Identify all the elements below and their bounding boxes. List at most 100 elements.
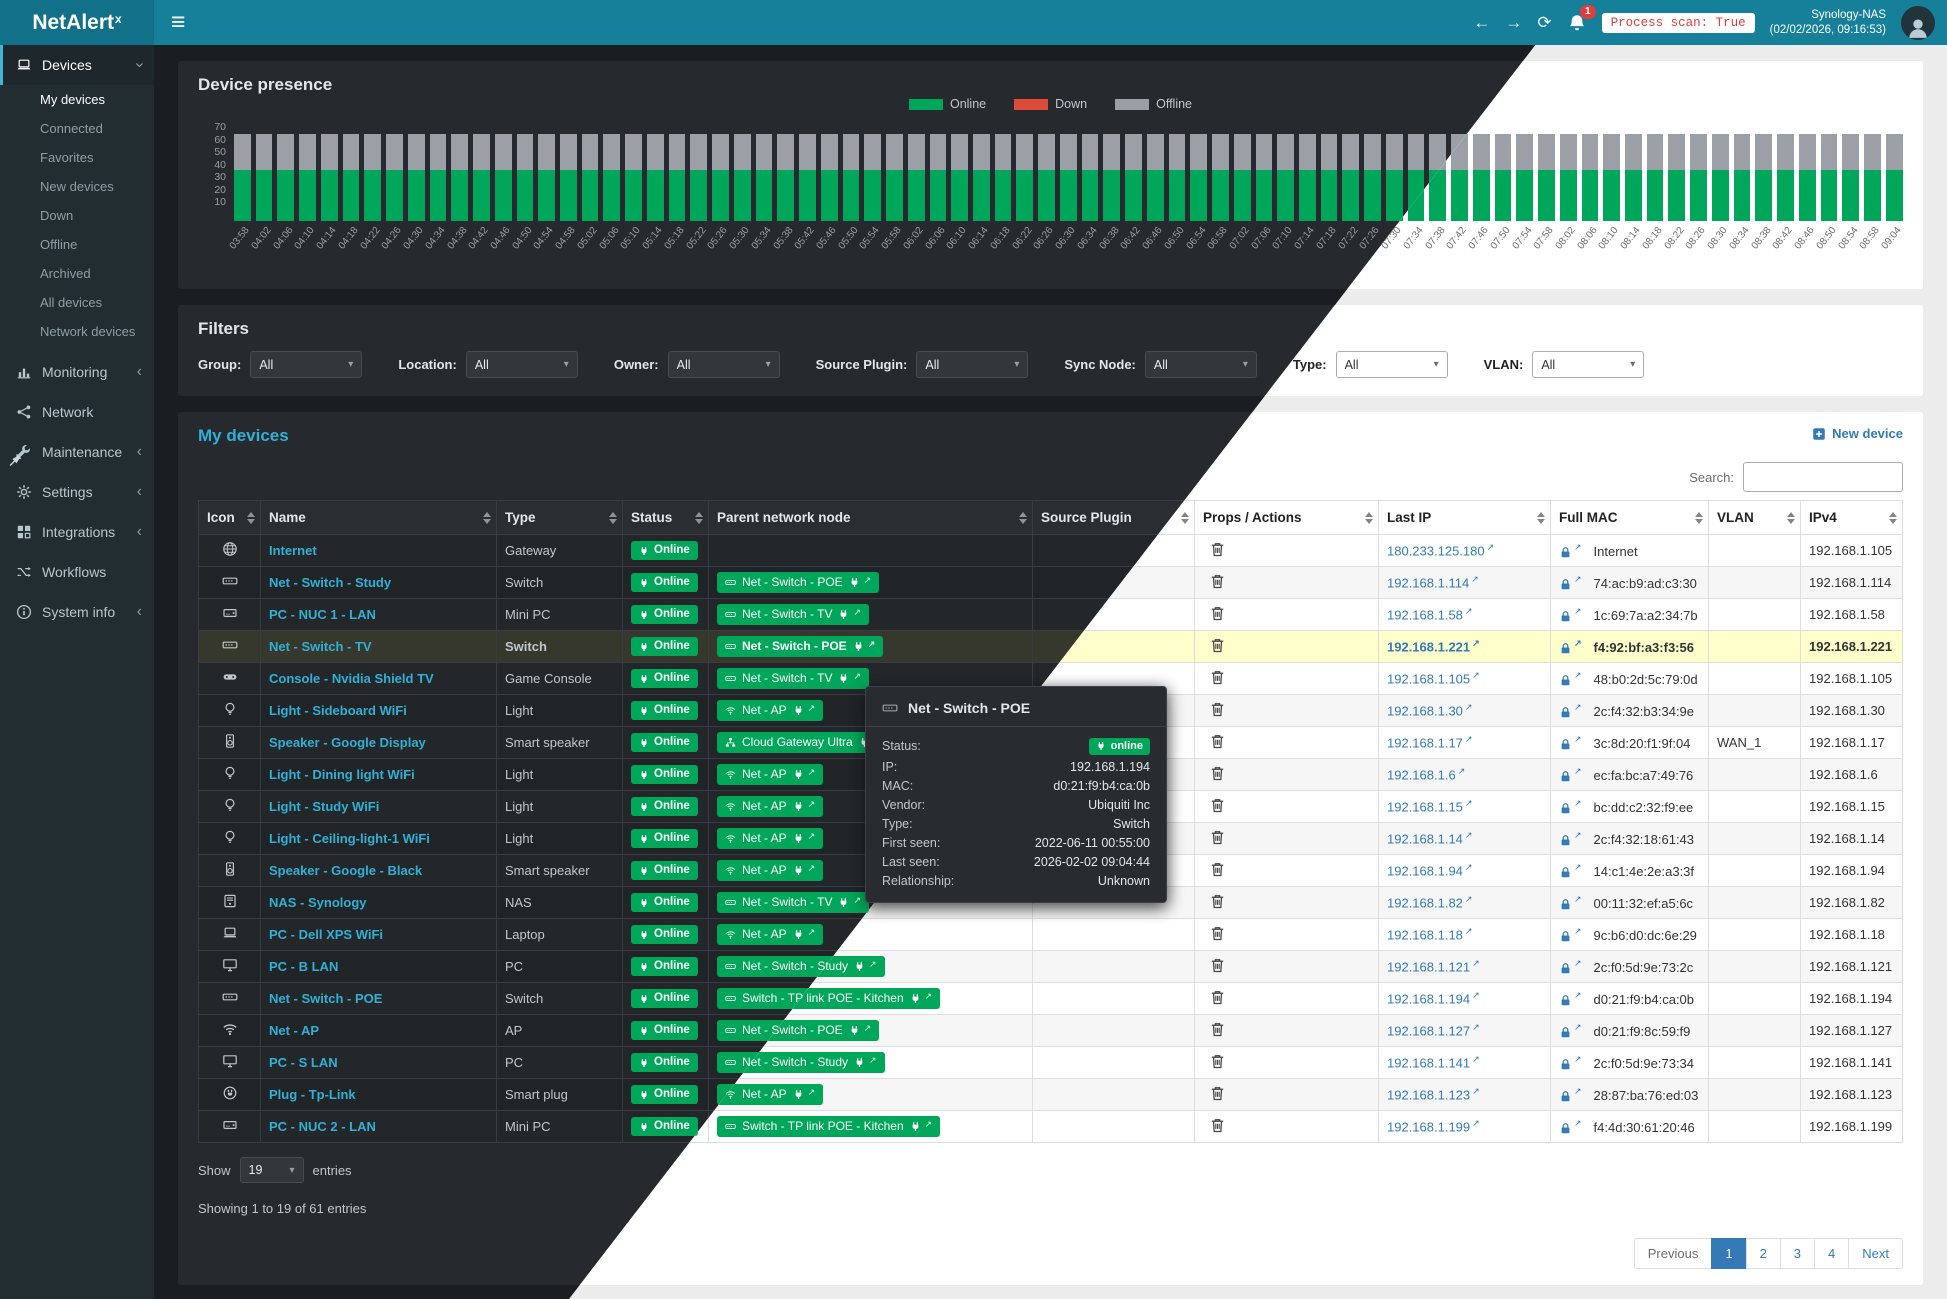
device-name-link[interactable]: PC - Dell XPS WiFi [269,927,384,942]
lock-icon[interactable] [1559,546,1572,559]
lock-icon[interactable] [1559,994,1572,1007]
parent-node-chip[interactable]: Net - Switch - POE ↗ [717,571,880,594]
parent-node-chip[interactable]: Switch - TP link POE - Kitchen ↗ [717,987,941,1010]
parent-node-chip[interactable]: Net - Switch - TV ↗ [717,667,870,690]
entries-per-page-select[interactable]: 19 ▾ [239,1157,304,1183]
column-header-vlan[interactable]: VLAN [1708,500,1801,535]
device-name-link[interactable]: Plug - Tp-Link [269,1087,356,1102]
column-header-type[interactable]: Type [496,500,623,535]
status-badge[interactable]: Online [631,1084,698,1105]
filter-location-select[interactable]: All ▾ [465,351,578,378]
table-row[interactable]: Net - Switch - POE Switch Online Switch - T… [198,982,1903,1015]
delete-device-button[interactable] [1209,1021,1226,1038]
sidebar-item-workflows[interactable]: Workflows [0,552,154,592]
notifications-button[interactable]: 1 [1567,4,1596,33]
table-row[interactable]: Net - Switch - TV Switch Online Net - Switc… [198,630,1903,663]
delete-device-button[interactable] [1209,573,1226,590]
device-name-link[interactable]: Light - Study WiFi [269,799,380,814]
sidebar-item-down[interactable]: Down [40,208,74,223]
device-name-link[interactable]: Console - Nvidia Shield TV [269,671,434,686]
delete-device-button[interactable] [1209,957,1226,974]
status-badge[interactable]: Online [631,956,698,977]
status-badge[interactable]: Online [631,924,698,945]
status-badge[interactable]: Online [631,764,698,785]
lock-icon[interactable] [1559,674,1572,687]
parent-node-chip[interactable]: Net - Switch - TV ↗ [717,603,870,626]
column-header-props-actions[interactable]: Props / Actions [1194,500,1379,535]
status-badge[interactable]: Online [631,796,698,817]
last-ip-link[interactable]: 180.233.125.180 [1387,543,1485,559]
delete-device-button[interactable] [1209,893,1226,910]
search-input[interactable] [1743,462,1903,492]
lock-icon[interactable] [1559,802,1572,815]
column-header-icon[interactable]: Icon [198,500,261,535]
status-badge[interactable]: Online [631,604,698,625]
status-badge[interactable]: Online [631,732,698,753]
device-name-link[interactable]: Net - AP [269,1023,320,1038]
last-ip-link[interactable]: 192.168.1.15 [1387,799,1463,815]
lock-icon[interactable] [1559,1058,1572,1071]
sidebar-item-system-info[interactable]: System info ‹ [0,592,154,632]
sidebar-item-new-devices[interactable]: New devices [40,179,114,194]
lock-icon[interactable] [1559,962,1572,975]
delete-device-button[interactable] [1209,765,1226,782]
last-ip-link[interactable]: 192.168.1.6 [1387,767,1456,783]
pagination-previous[interactable]: Previous [1633,1238,1713,1269]
parent-node-chip[interactable]: Net - AP ↗ [717,827,824,850]
device-name-link[interactable]: Light - Ceiling-light-1 WiFi [269,831,430,846]
filter-vlan-select[interactable]: All ▾ [1532,351,1645,378]
parent-node-chip[interactable]: Net - Switch - TV ↗ [717,891,870,914]
delete-device-button[interactable] [1209,829,1226,846]
delete-device-button[interactable] [1209,637,1226,654]
pagination-page-2[interactable]: 2 [1745,1238,1781,1269]
sidebar-toggle-icon[interactable]: ≡ [170,8,186,36]
sidebar-item-archived[interactable]: Archived [40,266,91,281]
device-name-link[interactable]: PC - NUC 2 - LAN [269,1119,376,1134]
last-ip-link[interactable]: 192.168.1.82 [1387,895,1463,911]
column-header-source-plugin[interactable]: Source Plugin [1032,500,1195,535]
device-name-link[interactable]: Internet [269,543,317,558]
delete-device-button[interactable] [1209,733,1226,750]
last-ip-link[interactable]: 192.168.1.18 [1387,927,1463,943]
last-ip-link[interactable]: 192.168.1.58 [1387,607,1463,623]
delete-device-button[interactable] [1209,925,1226,942]
sidebar-item-devices[interactable]: Devices ‹ [0,45,154,85]
last-ip-link[interactable]: 192.168.1.194 [1387,991,1471,1007]
delete-device-button[interactable] [1209,1053,1226,1070]
pagination-page-1[interactable]: 1 [1711,1238,1747,1269]
lock-icon[interactable] [1559,770,1572,783]
column-header-status[interactable]: Status [622,500,709,535]
table-row[interactable]: PC - NUC 1 - LAN Mini PC Online Net - Switc… [198,598,1903,631]
device-name-link[interactable]: Net - Switch - TV [269,639,372,654]
device-name-link[interactable]: Light - Dining light WiFi [269,767,415,782]
device-name-link[interactable]: PC - S LAN [269,1055,338,1070]
lock-icon[interactable] [1559,642,1572,655]
user-avatar[interactable] [1901,5,1935,40]
last-ip-link[interactable]: 192.168.1.14 [1387,831,1463,847]
table-row[interactable]: Net - Switch - Study Switch Online Net - Sw… [198,566,1903,599]
forward-arrow-icon[interactable]: → [1505,12,1523,32]
sidebar-item-offline[interactable]: Offline [40,237,78,252]
status-badge[interactable]: Online [631,1116,698,1137]
column-header-parent-network-node[interactable]: Parent network node [708,500,1033,535]
lock-icon[interactable] [1559,578,1572,591]
filter-group-select[interactable]: All ▾ [250,351,363,378]
device-name-link[interactable]: Net - Switch - Study [269,575,392,590]
sidebar-item-connected[interactable]: Connected [40,121,103,136]
sidebar-item-integrations[interactable]: Integrations ‹ [0,512,154,552]
last-ip-link[interactable]: 192.168.1.30 [1387,703,1463,719]
new-device-button[interactable]: New device [1812,426,1903,441]
pin-icon[interactable] [7,452,23,468]
status-badge[interactable]: Online [631,1020,698,1041]
parent-node-chip[interactable]: Net - AP ↗ [717,859,824,882]
delete-device-button[interactable] [1209,701,1226,718]
lock-icon[interactable] [1559,1026,1572,1039]
status-badge[interactable]: Online [631,572,698,593]
sidebar-item-network[interactable]: Network [0,392,154,432]
parent-node-chip[interactable]: Net - Switch - Study ↗ [717,1051,885,1074]
